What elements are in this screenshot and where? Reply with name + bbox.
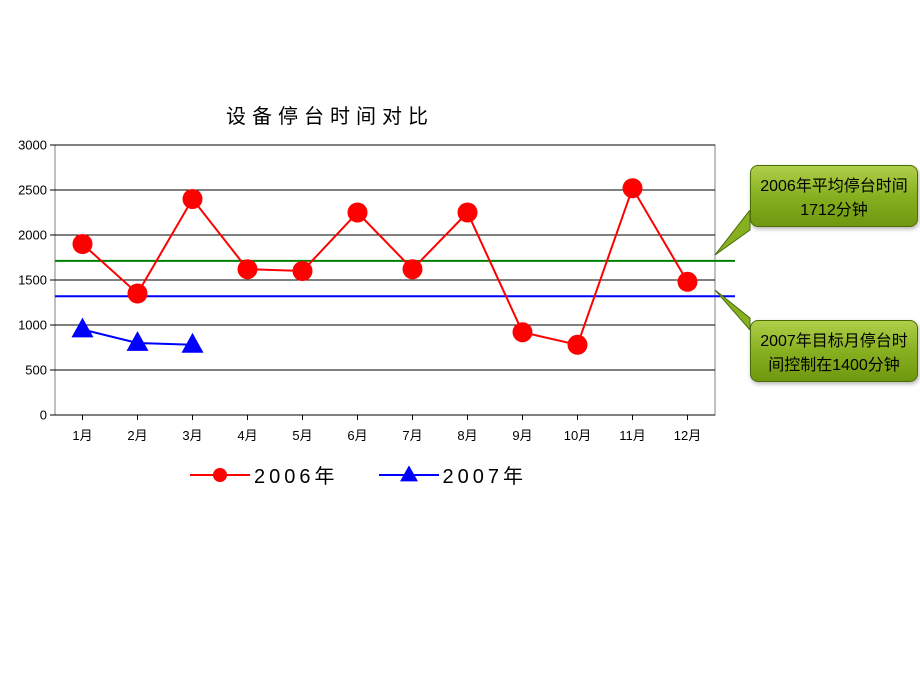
triangle-marker-icon [400, 465, 418, 481]
legend-line-2006 [190, 474, 250, 476]
legend-item-2006: 2006年 [190, 460, 339, 489]
circle-marker-icon [213, 468, 227, 482]
x-tick-label: 2月 [127, 425, 147, 444]
x-tick-label: 4月 [237, 425, 257, 444]
x-tick-label: 1月 [72, 425, 92, 444]
x-tick-label: 5月 [292, 425, 312, 444]
callout-tail-icon [715, 290, 755, 330]
x-tick-label: 6月 [347, 425, 367, 444]
legend-line-2007 [379, 474, 439, 476]
y-tick-label: 0 [40, 408, 47, 423]
callout-tail-icon [715, 210, 755, 260]
y-tick-label: 2500 [18, 183, 47, 198]
chart: 0 500 1000 1500 2000 2500 3000 1月 2月 3月 4月 5月 6月 7月 8… [0, 0, 920, 465]
legend-item-2007: 2007年 [379, 460, 528, 489]
x-tick-label: 3月 [182, 425, 202, 444]
x-tick-label: 8月 [457, 425, 477, 444]
callout-2007-target: 2007年目标月停台时间控制在1400分钟 [750, 320, 918, 382]
y-tick-label: 500 [25, 363, 47, 378]
x-tick-label: 12月 [674, 425, 701, 444]
callout-2006-avg: 2006年平均停台时间1712分钟 [750, 165, 918, 227]
x-tick-label: 10月 [564, 425, 591, 444]
x-tick-label: 9月 [512, 425, 532, 444]
y-tick-label: 2000 [18, 228, 47, 243]
x-tick-label: 11月 [619, 425, 646, 444]
legend: 2006年 2007年 [190, 460, 527, 489]
x-tick-label: 7月 [402, 425, 422, 444]
legend-label-2006: 2006年 [254, 460, 339, 489]
legend-label-2007: 2007年 [443, 460, 528, 489]
y-tick-label: 3000 [18, 138, 47, 153]
y-tick-label: 1000 [18, 318, 47, 333]
y-tick-label: 1500 [18, 273, 47, 288]
